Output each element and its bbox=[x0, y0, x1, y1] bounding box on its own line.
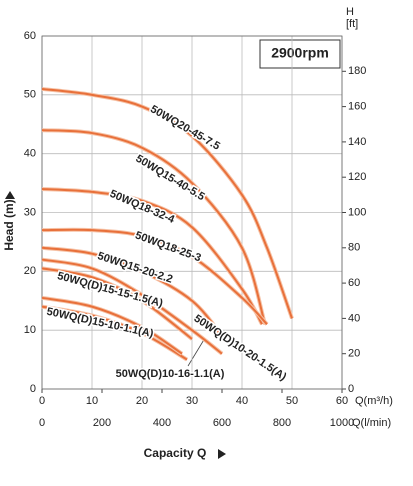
plot-frame bbox=[41, 35, 343, 390]
y-label: Head (m) bbox=[2, 199, 16, 250]
curve bbox=[41, 87, 293, 319]
x2-tick-label: 200 bbox=[93, 417, 111, 429]
y-tick-label: 40 bbox=[24, 148, 36, 160]
x2-tick-label: 0 bbox=[39, 417, 45, 429]
grid bbox=[41, 35, 343, 390]
x-tick-label: 0 bbox=[39, 395, 45, 407]
x2-tick-label: 1000 bbox=[330, 417, 354, 429]
y-tick-label: 30 bbox=[24, 206, 36, 218]
curve bbox=[41, 305, 188, 361]
y2-tick-label: 40 bbox=[348, 312, 360, 324]
y2-tick-label: 0 bbox=[348, 383, 354, 395]
y2-tick-label: 100 bbox=[348, 206, 366, 218]
y2-tick-label: 20 bbox=[348, 348, 360, 360]
y-tick-label: 0 bbox=[30, 383, 36, 395]
curve bbox=[41, 129, 266, 325]
y2-tick-label: 80 bbox=[348, 242, 360, 254]
curve bbox=[41, 187, 263, 325]
curve-label: 50WQ15-40-5.5 bbox=[133, 153, 206, 204]
x-tick-label: 50 bbox=[286, 395, 298, 407]
x2-tick-label: 600 bbox=[213, 417, 231, 429]
x-unit: Q(m³/h) bbox=[355, 395, 393, 407]
y-tick-label: 10 bbox=[24, 324, 36, 336]
y2-tick-label: 120 bbox=[348, 171, 366, 183]
curve bbox=[41, 246, 223, 337]
x2-tick-label: 400 bbox=[153, 417, 171, 429]
y2-label: [ft] bbox=[346, 18, 358, 30]
curve-label: 50WQ18-32-4 bbox=[108, 188, 177, 226]
y-arrow bbox=[5, 191, 15, 199]
curve bbox=[41, 258, 223, 355]
rpm-box bbox=[259, 39, 341, 69]
y2-tick-label: 160 bbox=[348, 101, 366, 113]
x2-unit: Q(l/min) bbox=[352, 417, 391, 429]
y2-label-top: H bbox=[346, 6, 354, 18]
y2-tick-label: 180 bbox=[348, 65, 366, 77]
annotation: 2900rpm bbox=[271, 45, 329, 61]
y-tick-label: 20 bbox=[24, 265, 36, 277]
y2-tick-label: 140 bbox=[348, 136, 366, 148]
curve bbox=[41, 296, 183, 355]
x-arrow bbox=[218, 449, 226, 459]
curve-label: 50WQ(D)10-16-1.1(A) bbox=[116, 368, 225, 380]
x-tick-label: 10 bbox=[86, 395, 98, 407]
x-tick-label: 30 bbox=[186, 395, 198, 407]
y-tick-label: 60 bbox=[24, 30, 36, 42]
x-label: Capacity Q bbox=[144, 446, 207, 460]
x-tick-label: 40 bbox=[236, 395, 248, 407]
x-tick-label: 20 bbox=[136, 395, 148, 407]
leader-line bbox=[187, 337, 206, 367]
curve bbox=[41, 228, 268, 325]
x2-tick-label: 800 bbox=[273, 417, 291, 429]
curve-label: 50WQ15-20-2.2 bbox=[96, 250, 174, 286]
curve-label: 50WQ20-45-7.5 bbox=[148, 103, 222, 153]
y-tick-label: 50 bbox=[24, 89, 36, 101]
x-tick-label: 60 bbox=[336, 395, 348, 407]
curve bbox=[41, 267, 193, 340]
y2-tick-label: 60 bbox=[348, 277, 360, 289]
